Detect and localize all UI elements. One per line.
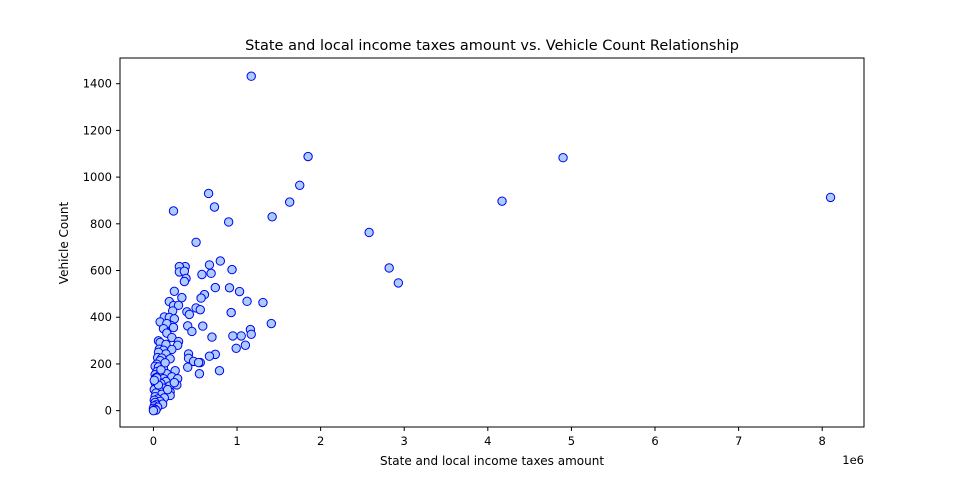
scatter-point — [203, 188, 214, 199]
scatter-point — [156, 365, 166, 375]
scatter-point — [231, 343, 241, 353]
y-axis: 0 200 400 600 800 1000 1200 1400 — [83, 77, 120, 418]
y-tick-label: 1400 — [83, 77, 112, 91]
scatter-point — [187, 326, 197, 337]
scatter-point — [210, 282, 220, 293]
scatter-point — [206, 268, 216, 279]
scatter-point — [197, 269, 207, 280]
y-tick-label: 200 — [90, 357, 112, 371]
x-tick-label: 0 — [150, 434, 157, 448]
scatter-point — [234, 286, 245, 297]
scatter-point — [160, 358, 170, 368]
x-axis-offset-label: 1e6 — [842, 453, 864, 467]
x-tick-label: 6 — [651, 434, 658, 448]
scatter-point — [384, 263, 394, 273]
scatter-point — [364, 227, 374, 238]
scatter-point — [196, 293, 206, 303]
plot-frame — [119, 57, 865, 428]
scatter-point — [169, 377, 180, 388]
scatter-point — [177, 292, 187, 303]
scatter-point — [226, 307, 236, 318]
y-axis-label: Vehicle Count — [57, 202, 71, 285]
y-tick-label: 400 — [90, 310, 112, 324]
y-tick-label: 1000 — [83, 170, 112, 184]
scatter-point — [215, 256, 226, 266]
scatter-point — [267, 212, 277, 222]
scatter-point — [214, 366, 225, 376]
y-tick-label: 800 — [90, 217, 112, 231]
scatter-point — [184, 309, 195, 320]
scatter-point — [148, 405, 159, 416]
scatter-point — [204, 260, 215, 270]
x-axis: 0 1 2 3 4 5 6 7 8 — [150, 427, 826, 448]
scatter-point — [558, 153, 568, 163]
scatter-point — [204, 351, 215, 361]
x-tick-label: 1 — [233, 434, 240, 448]
scatter-point — [223, 217, 234, 227]
x-tick-label: 5 — [568, 434, 575, 448]
scatter-point — [240, 340, 251, 350]
scatter-point — [236, 331, 246, 341]
y-tick-label: 600 — [90, 264, 112, 278]
x-tick-label: 7 — [735, 434, 742, 448]
scatter-point — [284, 197, 295, 207]
scatter-point — [497, 196, 507, 206]
chart-title: State and local income taxes amount vs. … — [245, 38, 739, 54]
y-tick-label: 0 — [105, 404, 112, 418]
points-layer — [148, 71, 836, 416]
x-tick-label: 2 — [317, 434, 324, 448]
scatter-point — [209, 202, 220, 212]
scatter-point — [224, 283, 235, 293]
scatter-point — [162, 384, 173, 395]
scatter-point — [179, 276, 190, 287]
scatter-point — [825, 192, 836, 203]
scatter-point — [295, 180, 305, 190]
scatter-point — [228, 331, 238, 341]
scatter-point — [227, 264, 237, 275]
scatter-point — [149, 375, 159, 385]
x-tick-label: 4 — [484, 434, 491, 448]
scatter-point — [194, 369, 205, 379]
scatter-point — [193, 357, 204, 368]
scatter-point — [258, 297, 268, 308]
scatter-point — [246, 329, 256, 339]
x-tick-label: 3 — [401, 434, 408, 448]
scatter-point — [168, 322, 179, 333]
scatter-point — [246, 71, 256, 81]
scatter-point — [169, 286, 180, 297]
scatter-point — [303, 151, 313, 162]
scatter-point — [173, 300, 184, 311]
scatter-point — [242, 296, 252, 307]
scatter-point — [393, 278, 404, 288]
scatter-point — [195, 305, 205, 315]
x-tick-label: 8 — [819, 434, 826, 448]
scatter-point — [168, 206, 179, 216]
y-tick-label: 1200 — [83, 123, 112, 137]
x-axis-label: State and local income taxes amount — [380, 454, 604, 468]
scatter-point — [266, 318, 277, 329]
scatter-point — [198, 321, 208, 331]
scatter-point — [191, 237, 201, 247]
scatter-point — [183, 362, 193, 372]
scatter-point — [207, 332, 217, 342]
